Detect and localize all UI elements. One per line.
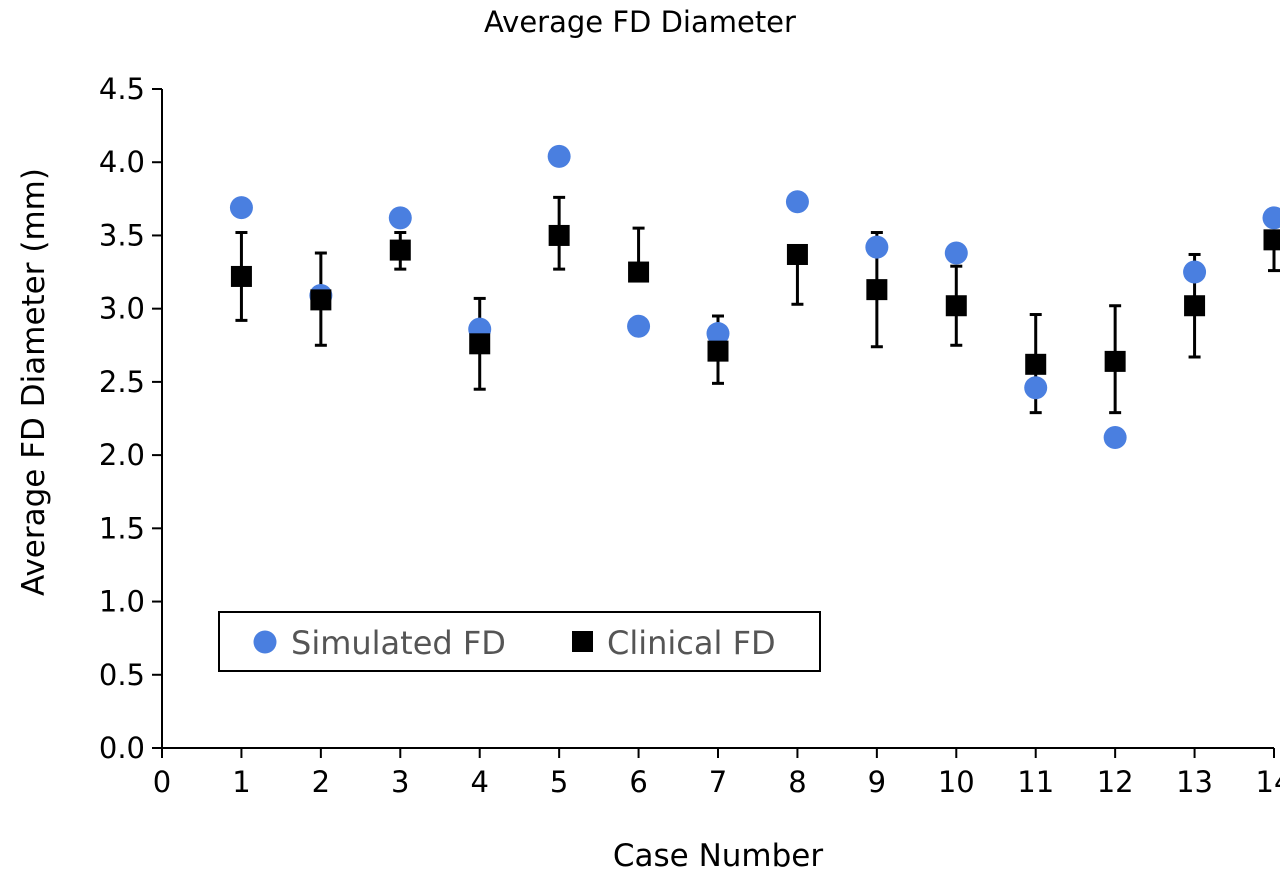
- simulated-point-10: [944, 241, 968, 265]
- clinical-point-8: [786, 243, 808, 265]
- y-tick-label-5: 2.5: [99, 365, 145, 399]
- simulated-point-1: [229, 196, 253, 220]
- x-axis-label: Case Number: [613, 838, 824, 874]
- chart-title: Average FD Diameter: [484, 5, 796, 39]
- clinical-point-5: [548, 224, 570, 246]
- y-tick-label-9: 4.5: [99, 72, 145, 106]
- x-tick-label-6: 6: [629, 765, 647, 799]
- y-tick-label-6: 3.0: [99, 292, 145, 326]
- y-tick-label-7: 3.5: [99, 218, 145, 252]
- simulated-point-9: [865, 235, 889, 259]
- simulated-point-8: [785, 190, 809, 214]
- clinical-point-14: [1263, 229, 1280, 251]
- x-tick-label-12: 12: [1097, 765, 1134, 799]
- x-tick-label-11: 11: [1017, 765, 1054, 799]
- y-tick-label-0: 0.0: [99, 731, 145, 765]
- x-tick-label-5: 5: [550, 765, 568, 799]
- data-points: [229, 144, 1280, 450]
- x-tick-label-9: 9: [868, 765, 886, 799]
- clinical-point-9: [866, 279, 888, 301]
- simulated-point-11: [1024, 376, 1048, 400]
- legend-marker-simulated: [253, 630, 277, 654]
- y-axis-label: Average FD Diameter (mm): [16, 168, 52, 596]
- x-tick-label-4: 4: [470, 765, 488, 799]
- clinical-point-11: [1025, 353, 1047, 375]
- x-tick-label-10: 10: [938, 765, 975, 799]
- clinical-point-7: [707, 340, 729, 362]
- legend-marker-clinical: [572, 631, 593, 652]
- simulated-point-14: [1262, 206, 1280, 230]
- x-tick-label-0: 0: [153, 765, 171, 799]
- simulated-point-13: [1183, 260, 1207, 284]
- y-tick-label-3: 1.5: [99, 511, 145, 545]
- x-tick-label-14: 14: [1256, 765, 1280, 799]
- y-tick-label-8: 4.0: [99, 145, 145, 179]
- legend: Simulated FD Clinical FD: [218, 611, 821, 672]
- error-bars: [235, 195, 1280, 415]
- clinical-point-10: [945, 295, 967, 317]
- clinical-point-13: [1184, 295, 1206, 317]
- y-tick-label-2: 1.0: [99, 585, 145, 619]
- x-tick-label-3: 3: [391, 765, 409, 799]
- clinical-point-12: [1104, 350, 1126, 372]
- clinical-point-1: [230, 265, 252, 287]
- axes: 0.00.51.01.52.02.53.03.54.04.50 1 2 3 4 5 6 7 8 9…: [99, 72, 1280, 799]
- simulated-point-7: [706, 322, 730, 346]
- clinical-point-4: [469, 333, 491, 355]
- simulated-point-6: [627, 314, 651, 338]
- legend-box: [218, 611, 821, 672]
- simulated-point-3: [388, 206, 412, 230]
- x-tick-label-7: 7: [709, 765, 727, 799]
- y-tick-label-4: 2.0: [99, 438, 145, 472]
- clinical-point-2: [310, 289, 332, 311]
- clinical-point-3: [389, 239, 411, 261]
- simulated-point-5: [547, 144, 571, 168]
- clinical-point-6: [628, 261, 650, 283]
- y-tick-label-1: 0.5: [99, 658, 145, 692]
- x-tick-label-2: 2: [312, 765, 330, 799]
- x-tick-label-1: 1: [232, 765, 250, 799]
- x-tick-label-8: 8: [788, 765, 806, 799]
- legend-label-clinical: Clinical FD: [607, 624, 776, 662]
- legend-label-simulated: Simulated FD: [291, 624, 506, 662]
- x-tick-label-13: 13: [1176, 765, 1213, 799]
- simulated-point-12: [1103, 426, 1127, 450]
